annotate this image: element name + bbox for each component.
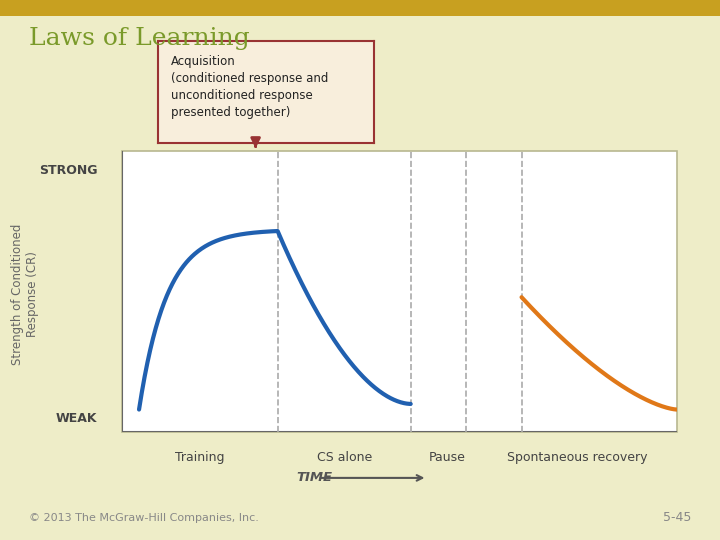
Text: 5-45: 5-45 xyxy=(663,511,691,524)
Text: © 2013 The McGraw-Hill Companies, Inc.: © 2013 The McGraw-Hill Companies, Inc. xyxy=(29,513,258,523)
Text: CS alone: CS alone xyxy=(317,451,372,464)
Text: Strength of Conditioned
Response (CR): Strength of Conditioned Response (CR) xyxy=(12,224,39,365)
Text: Acquisition
(conditioned response and
unconditioned response
presented together): Acquisition (conditioned response and un… xyxy=(171,55,329,119)
Text: Pause: Pause xyxy=(428,451,465,464)
Text: STRONG: STRONG xyxy=(39,164,97,177)
Text: WEAK: WEAK xyxy=(55,412,97,425)
Text: Spontaneous recovery: Spontaneous recovery xyxy=(507,451,647,464)
Text: Laws of Learning: Laws of Learning xyxy=(29,27,250,50)
Bar xyxy=(122,151,677,432)
Text: Training: Training xyxy=(175,451,225,464)
Text: TIME: TIME xyxy=(296,471,332,484)
